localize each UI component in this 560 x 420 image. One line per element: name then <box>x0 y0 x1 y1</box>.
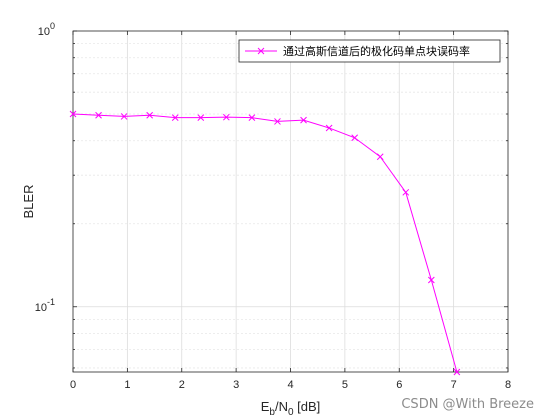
data-point <box>402 188 410 196</box>
data-point <box>376 153 384 161</box>
data-point <box>197 114 205 122</box>
data-point <box>69 110 77 118</box>
data-point <box>248 114 256 122</box>
x-label-main: E <box>261 399 270 414</box>
legend-marker-x <box>257 47 265 55</box>
x-tick-label: 7 <box>451 379 457 391</box>
data-point <box>171 114 179 122</box>
data-point <box>120 113 128 120</box>
data-point <box>325 124 333 132</box>
data-point <box>222 113 230 121</box>
x-label-sub2: 0 <box>288 407 294 418</box>
data-point <box>453 368 461 376</box>
x-tick-label: 5 <box>342 379 348 391</box>
x-tick-label: 4 <box>287 379 293 391</box>
x-tick-label: 2 <box>179 379 185 391</box>
data-point <box>427 276 435 284</box>
x-tick-label: 1 <box>124 379 130 391</box>
y-axis-label: BLER <box>21 185 36 219</box>
y-tick-label: 100 <box>38 21 55 38</box>
legend: 通过高斯信道后的极化码单点块误码率 <box>238 39 501 63</box>
legend-marker <box>257 47 265 55</box>
data-point <box>300 116 307 124</box>
x-label-mid: /N <box>275 399 288 414</box>
grid <box>73 31 508 372</box>
x-tick-label: 0 <box>70 379 76 391</box>
x-label-unit: [dB] <box>294 399 321 414</box>
data-point <box>274 118 281 125</box>
data-point <box>351 134 359 142</box>
data-point <box>146 111 154 119</box>
x-tick-label: 8 <box>505 379 511 391</box>
legend-box <box>238 39 501 63</box>
watermark: CSDN @With Breeze <box>401 397 534 412</box>
series-layer <box>69 110 461 376</box>
y-tick-label: 10-1 <box>35 297 55 314</box>
data-point <box>95 111 102 119</box>
x-axis-label: Eb/N0 [dB] <box>261 399 321 418</box>
series-line <box>72 113 458 373</box>
axes-ticks: 0 1 2 3 4 5 6 7 8 100 10-1 <box>35 21 511 391</box>
x-tick-label: 3 <box>233 379 239 391</box>
legend-label: 通过高斯信道后的极化码单点块误码率 <box>283 44 470 58</box>
x-label-sub1: b <box>269 407 275 418</box>
x-tick-label: 6 <box>396 379 402 391</box>
